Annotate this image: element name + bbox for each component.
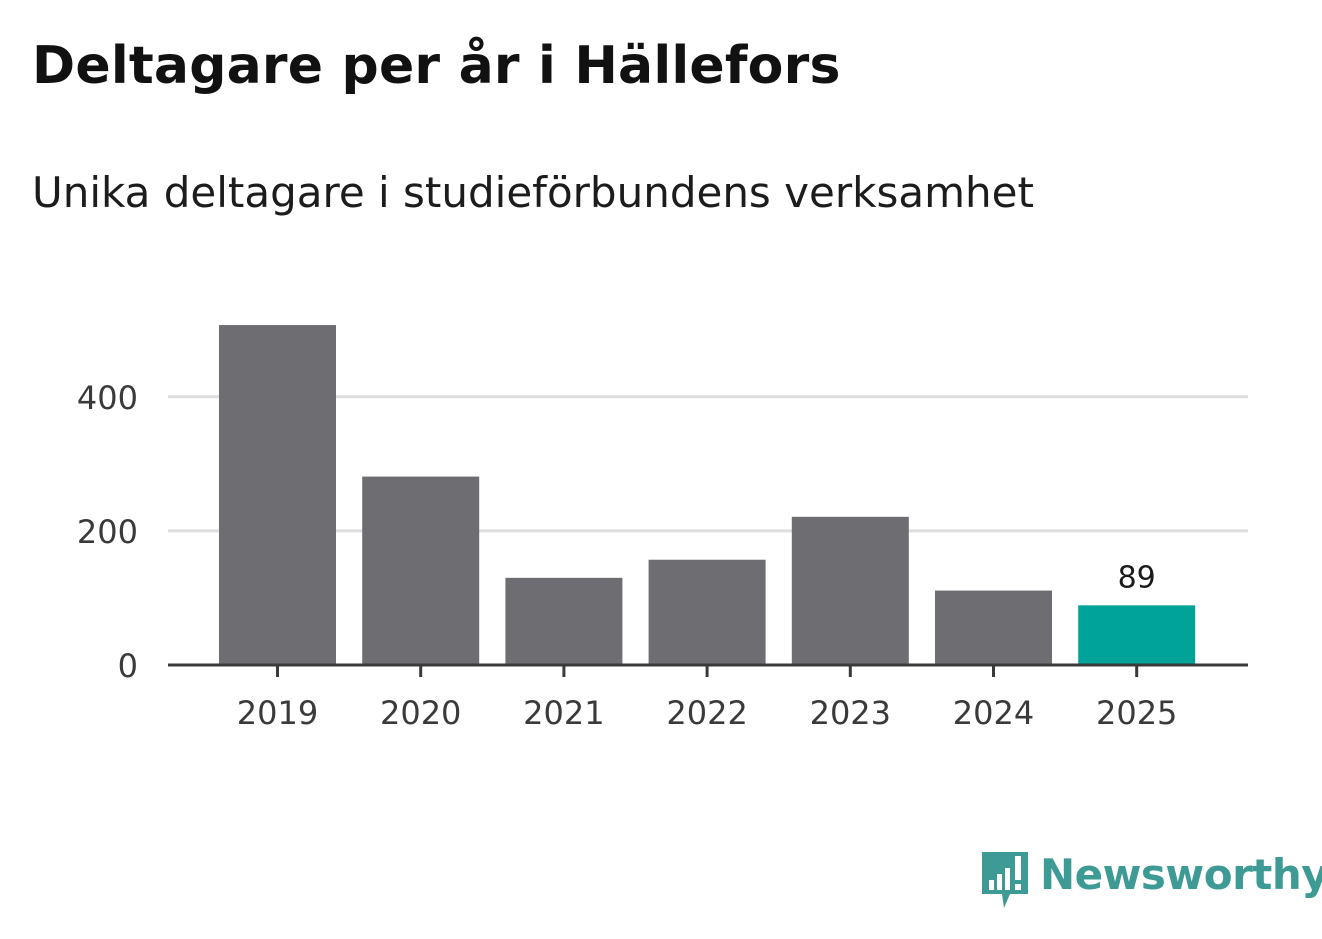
newsworthy-logo-text: Newsworthy — [1040, 850, 1322, 899]
x-tick-label-2019: 2019 — [237, 694, 318, 732]
chart-title: Deltagare per år i Hällefors — [32, 36, 841, 96]
bar-2020 — [362, 476, 480, 665]
x-tick-label-2022: 2022 — [666, 694, 747, 732]
y-tick-label-400: 400 — [77, 379, 138, 417]
x-tick-label-2025: 2025 — [1096, 694, 1177, 732]
y-tick-label-200: 200 — [77, 513, 138, 551]
x-tick-label-2023: 2023 — [810, 694, 891, 732]
bar-2024 — [935, 590, 1052, 665]
x-tick-label-2021: 2021 — [523, 694, 604, 732]
chart-subtitle: Unika deltagare i studieförbundens verks… — [32, 168, 1034, 217]
bar-2022 — [648, 559, 766, 665]
newsworthy-logo: Newsworthy — [980, 850, 1322, 910]
x-tick-label-2024: 2024 — [953, 694, 1034, 732]
bar-2025 — [1078, 605, 1196, 665]
newsworthy-logo-icon — [982, 852, 1028, 908]
bar-2019 — [219, 325, 336, 665]
bar-2023 — [791, 516, 909, 665]
data-label-2025: 89 — [1118, 560, 1156, 595]
y-tick-label-0: 0 — [118, 647, 138, 685]
bar-chart: 0 200 400 2019 2020 2021 2022 2023 2024 2025 89 — [77, 325, 1248, 732]
bar-2021 — [505, 577, 623, 665]
x-tick-label-2020: 2020 — [380, 694, 461, 732]
